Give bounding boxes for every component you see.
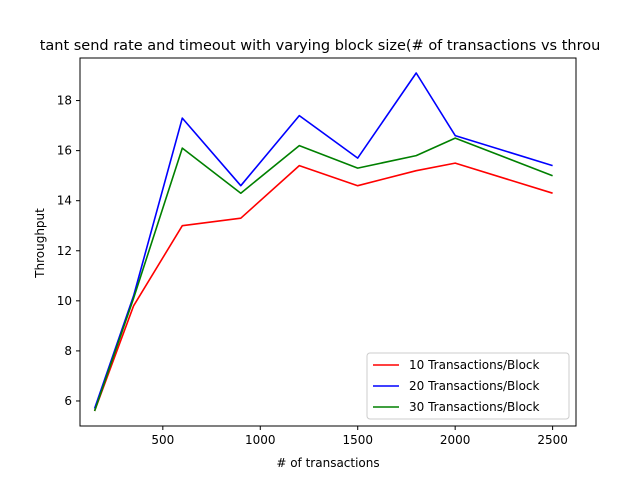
x-axis-label: # of transactions [276,456,379,470]
x-tick-label: 500 [151,433,174,447]
y-tick-label: 16 [57,144,72,158]
series-line-1 [93,162,553,412]
x-tick-label: 2000 [440,433,471,447]
x-tick-label: 1000 [245,433,276,447]
y-tick-label: 18 [57,94,72,108]
y-axis-label: Throughput [33,208,47,279]
legend-label-1: 10 Transactions/Block [409,358,540,372]
x-tick-label: 2500 [537,433,568,447]
legend: 10 Transactions/Block 20 Transactions/Blo… [366,352,570,420]
y-tick-label: 10 [57,294,72,308]
series-line-3 [93,137,553,412]
legend-box [366,352,570,420]
y-tick-label: 14 [57,194,72,208]
y-tick-label: 6 [64,394,72,408]
legend-label-2: 20 Transactions/Block [409,379,540,393]
axes: 500 1000 1500 2000 2500 6 8 10 12 14 16 18 [57,57,577,447]
chart-title: tant send rate and timeout with varying … [40,38,601,54]
x-tick-label: 1500 [342,433,373,447]
axes-frame [79,57,577,427]
y-tick-label: 8 [64,344,72,358]
series-line-2 [93,72,553,409]
plot-area [93,72,553,412]
y-tick-label: 12 [57,244,72,258]
legend-label-3: 30 Transactions/Block [409,400,540,414]
